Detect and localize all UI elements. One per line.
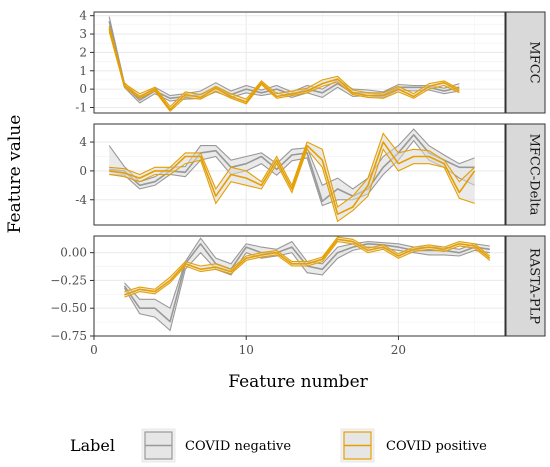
y-tick-label: 3: [79, 27, 87, 41]
facet-strip-mfcc-delta: MFCC-Delta: [505, 123, 546, 226]
y-axis-title: Feature value: [5, 115, 25, 234]
legend: Label COVID negative COVID positive: [70, 428, 487, 463]
series-covid-positive: [109, 132, 476, 223]
facet-strip-label: MFCC-Delta: [527, 134, 542, 216]
y-tick-label: 0: [79, 164, 87, 178]
upper-bound-line: [109, 132, 475, 208]
series-covid-positive: [124, 236, 491, 298]
y-tick-label: −0.25: [50, 273, 87, 287]
panel-background: [94, 12, 505, 113]
mean-line: [109, 141, 476, 215]
facet-strip-rasta-plp: RASTA-PLP: [505, 235, 546, 337]
x-tick-label: 20: [391, 343, 406, 357]
lower-bound-line: [109, 148, 475, 223]
legend-key-covid-positive: [340, 428, 375, 463]
legend-label-covid-positive: COVID positive: [386, 439, 487, 454]
confidence-ribbon: [109, 129, 475, 206]
lower-bound-line: [123, 246, 490, 332]
y-tick-label: −0.75: [50, 329, 87, 343]
confidence-ribbon: [124, 238, 490, 331]
upper-bound-line: [108, 25, 460, 108]
y-tick-label: 0: [79, 82, 87, 96]
confidence-ribbon: [124, 237, 490, 298]
legend-key-covid-negative: [141, 428, 176, 463]
mean-line: [108, 28, 460, 111]
y-tick-label: −0.50: [50, 301, 87, 315]
panel-border: [93, 123, 506, 226]
y-tick-label: 0.00: [60, 246, 87, 260]
x-axis: 0 10 20: [90, 336, 406, 357]
y-tick-label: 1: [79, 64, 87, 78]
facet-rasta-plp: 0.00 −0.25 −0.50 −0.75 RASTA-PLP: [50, 235, 546, 343]
facet-strip-background: [505, 123, 546, 226]
facet-mfcc-delta: -4 0 4 MFCC-Delta: [75, 123, 546, 226]
y-tick-label: 4: [79, 9, 87, 23]
lower-bound-line: [108, 31, 460, 113]
legend-title: Label: [70, 436, 115, 455]
panel-border: [93, 11, 506, 114]
x-tick-label: 10: [239, 343, 254, 357]
y-tick-label: -1: [75, 100, 87, 114]
confidence-ribbon: [109, 25, 460, 112]
panel-border: [93, 235, 506, 337]
y-tick-label: 4: [79, 135, 87, 149]
confidence-ribbon: [109, 133, 475, 222]
mean-line: [124, 238, 491, 296]
facet-strip-background: [505, 11, 546, 114]
legend-label-covid-negative: COVID negative: [185, 439, 291, 454]
x-tick-label: 0: [90, 343, 98, 357]
lower-bound-line: [124, 241, 491, 298]
series-covid-positive: [108, 25, 460, 113]
facet-strip-background: [505, 235, 546, 337]
facet-strip-label: MFCC: [527, 41, 542, 83]
facet-strip-label: RASTA-PLP: [527, 248, 542, 324]
y-tick-label: 2: [79, 45, 87, 59]
facet-strip-mfcc: MFCC: [505, 11, 546, 114]
x-axis-title: Feature number: [228, 372, 368, 392]
facet-mfcc: -1 0 1 2 3 4 MFCC: [75, 9, 546, 114]
facet-panels: -1 0 1 2 3 4 MFCC -4 0 4 MFCC-Delta 0.00 −0.25 −0.50 −…: [50, 9, 546, 343]
y-tick-label: -4: [75, 193, 87, 207]
upper-bound-line: [108, 16, 460, 99]
upper-bound-line: [124, 236, 491, 293]
